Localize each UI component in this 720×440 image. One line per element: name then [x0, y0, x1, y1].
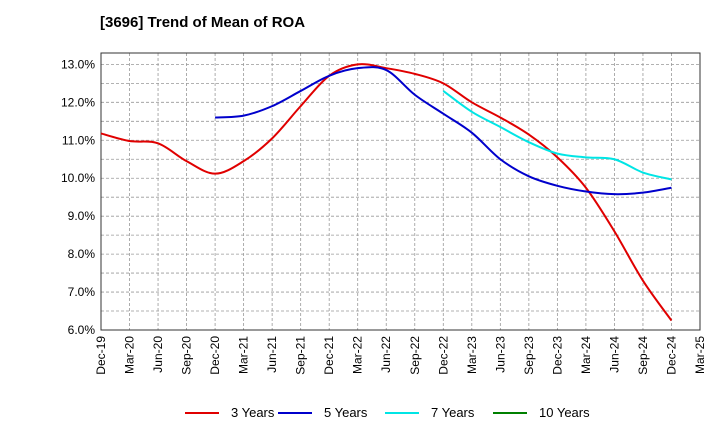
x-tick-label: Sep-23: [522, 336, 536, 375]
plot-area: [101, 53, 700, 330]
legend-swatch: [278, 411, 312, 414]
x-tick-label: Mar-24: [579, 336, 593, 374]
y-tick-label: 13.0%: [61, 57, 95, 71]
x-tick-label: Sep-22: [408, 336, 422, 375]
legend-item: 10 Years: [493, 405, 590, 420]
x-tick-label: Sep-20: [180, 336, 194, 375]
x-tick-label: Jun-24: [607, 336, 621, 373]
legend-item: 3 Years: [185, 405, 274, 420]
legend-label: 7 Years: [431, 405, 475, 420]
x-tick-label: Dec-19: [94, 336, 108, 375]
legend-label: 5 Years: [324, 405, 368, 420]
x-tick-label: Dec-23: [550, 336, 564, 375]
x-tick-label: Dec-22: [436, 336, 450, 375]
y-tick-label: 7.0%: [68, 285, 96, 299]
y-tick-label: 11.0%: [62, 133, 95, 147]
y-tick-label: 6.0%: [68, 323, 96, 337]
x-tick-label: Dec-20: [208, 336, 222, 375]
y-tick-label: 12.0%: [61, 95, 95, 109]
x-tick-label: Mar-20: [123, 336, 137, 374]
x-tick-label: Mar-21: [237, 336, 251, 374]
y-tick-label: 9.0%: [68, 209, 96, 223]
legend-item: 7 Years: [385, 405, 474, 420]
chart-legend: 3 Years 5 Years 7 Years 10 Years: [0, 405, 720, 425]
series-line-7-years: [442, 90, 672, 181]
y-tick-label: 10.0%: [61, 171, 95, 185]
legend-swatch: [493, 411, 527, 414]
x-tick-label: Dec-24: [664, 336, 678, 375]
chart-title: [3696] Trend of Mean of ROA: [100, 14, 306, 31]
legend-item: 5 Years: [278, 405, 367, 420]
plot-border: [100, 52, 701, 331]
legend-label: 3 Years: [231, 405, 275, 420]
x-tick-label: Sep-24: [636, 336, 650, 375]
x-tick-label: Dec-21: [322, 336, 336, 375]
series-line-5-years: [215, 66, 672, 196]
x-tick-label: Jun-23: [493, 336, 507, 373]
y-tick-label: 8.0%: [68, 247, 96, 261]
x-tick-label: Mar-22: [351, 336, 365, 374]
legend-swatch: [185, 411, 219, 414]
x-tick-label: Mar-25: [693, 336, 707, 374]
x-tick-label: Mar-23: [465, 336, 479, 374]
x-tick-label: Jun-21: [265, 336, 279, 373]
legend-swatch: [385, 411, 419, 414]
x-tick-label: Sep-21: [294, 336, 308, 375]
x-tick-label: Jun-22: [379, 336, 393, 373]
x-tick-label: Jun-20: [151, 336, 165, 373]
legend-label: 10 Years: [539, 405, 590, 420]
series-line-3-years: [100, 63, 673, 322]
